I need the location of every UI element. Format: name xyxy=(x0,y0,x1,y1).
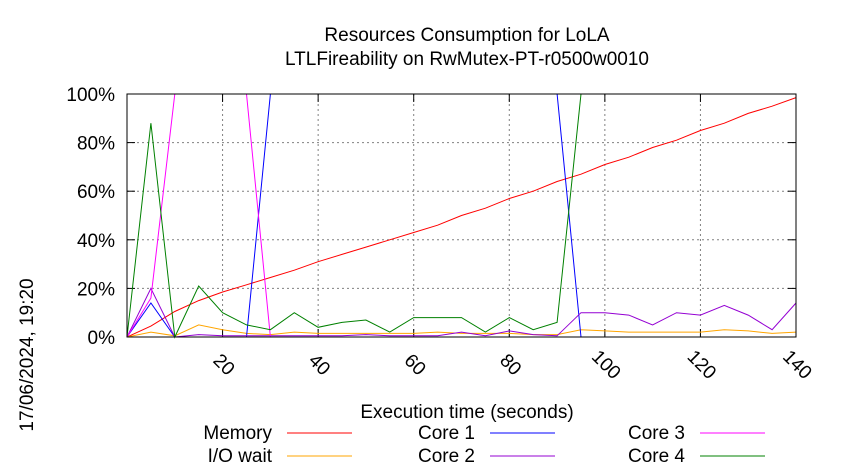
y-axis-ticks: 0% 20% 40% 60% 80% 100% xyxy=(66,85,796,349)
y-tick-label: 20% xyxy=(77,279,115,300)
legend-label-memory: Memory xyxy=(203,423,272,444)
x-axis-label: Execution time (seconds) xyxy=(360,402,573,423)
x-tick-label: 20 xyxy=(209,350,239,380)
chart-title: Resources Consumption for LoLA xyxy=(324,25,609,46)
legend-label-core-4: Core 4 xyxy=(628,446,685,467)
x-tick-label: 140 xyxy=(778,346,815,383)
x-tick-label: 60 xyxy=(400,350,430,380)
y-tick-label: 100% xyxy=(66,85,115,106)
y-tick-label: 0% xyxy=(88,328,116,349)
legend-label-core-1: Core 1 xyxy=(418,423,475,444)
grid-lines xyxy=(127,94,796,337)
series-line-memory xyxy=(126,97,797,338)
x-tick-label: 40 xyxy=(304,350,334,380)
legend-label-core-3: Core 3 xyxy=(628,423,685,444)
y-tick-label: 80% xyxy=(77,134,115,155)
y-tick-label: 60% xyxy=(77,182,115,203)
series-lines xyxy=(126,93,797,339)
x-tick-label: 100 xyxy=(587,346,624,383)
y-tick-label: 40% xyxy=(77,231,115,252)
series-line-core-2 xyxy=(126,287,797,338)
chart-subtitle: LTLFireability on RwMutex-PT-r0500w0010 xyxy=(285,49,649,70)
legend-label-core-2: Core 2 xyxy=(418,446,475,467)
series-line-i-o-wait xyxy=(126,324,797,338)
legend-label-i-o-wait: I/O wait xyxy=(208,446,273,467)
plot-border xyxy=(126,93,797,338)
timestamp-label: 17/06/2024, 19:20 xyxy=(17,278,38,431)
x-axis-ticks: 20 40 60 80 100 120 140 xyxy=(209,94,816,384)
x-tick-label: 80 xyxy=(495,350,525,380)
x-tick-label: 120 xyxy=(683,346,720,383)
